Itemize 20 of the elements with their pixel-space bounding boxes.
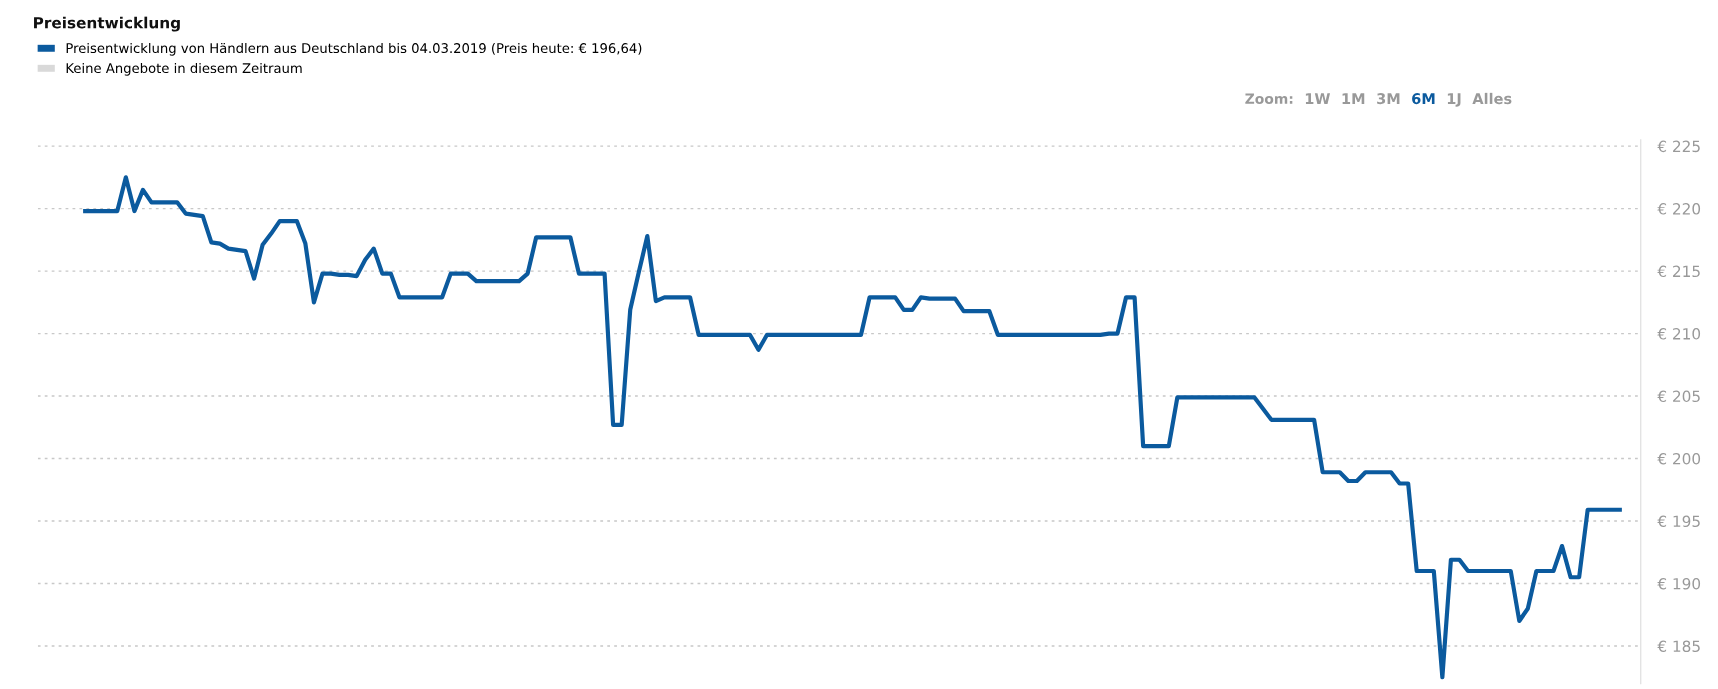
text: 1J (1447, 93, 1461, 107)
text: Zoom: (1245, 93, 1293, 104)
text: 1M (1342, 93, 1365, 104)
text: 1W (1305, 93, 1331, 104)
y-tick-label: € 205 (1657, 390, 1700, 403)
y-tick-label: € 220 (1657, 203, 1701, 215)
y-tick-label: € 195 (1657, 515, 1700, 528)
line-series (81, 175, 1624, 680)
text: Alles (1472, 92, 1512, 105)
y-tick-label: € 190 (1657, 577, 1701, 590)
y-tick-label: € 210 (1657, 328, 1701, 340)
legend-label: Preisentwicklung von Händlern aus Deutschland bis 04.03.2019 (Preis heute: € 196,64) (66, 42, 642, 56)
legend-label: Keine Angebote in diesem Zeitraum (66, 62, 302, 76)
y-tick-label: € 200 (1657, 453, 1701, 465)
y-tick-label: € 185 (1657, 640, 1700, 653)
y-tick-label: € 215 (1657, 265, 1700, 278)
text: 3M (1377, 93, 1400, 105)
text: 6M (1412, 93, 1435, 105)
chart-title: Preisentwicklung (34, 16, 180, 32)
y-tick-label: € 225 (1657, 140, 1700, 153)
